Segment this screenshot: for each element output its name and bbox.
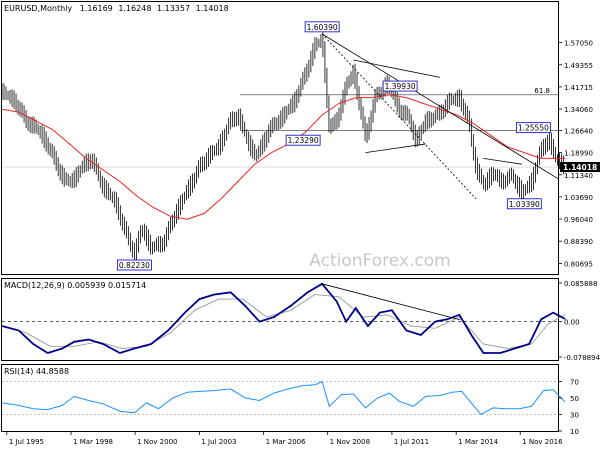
x-axis-tick-label: 1 Jul 2011 — [394, 438, 429, 446]
price-level-box — [515, 122, 551, 134]
price-y-tick-label: 1.03690 — [564, 194, 593, 202]
price-level-label: 1.25550 — [518, 124, 549, 133]
price-level-box — [506, 198, 542, 210]
x-axis-tick-label: 1 Nov 2016 — [522, 438, 563, 446]
macd-line — [1, 282, 566, 354]
watermark: ActionForex.com — [309, 251, 450, 271]
macd-y-tick-label: -0.078894 — [564, 354, 600, 362]
price-y-tick-label: 1.49355 — [564, 62, 593, 70]
fib-level-label: 61.8 — [534, 87, 550, 95]
x-axis-tick-label: 1 Mar 2006 — [266, 438, 306, 446]
price-trendline — [353, 59, 441, 78]
price-y-tick-label: 1.41715 — [564, 84, 593, 92]
price-y-tick-label: 1.11340 — [564, 172, 593, 180]
price-high: 1.16248 — [118, 4, 151, 13]
last-price-tag-box — [560, 162, 600, 173]
price-level-label: 0.82230 — [119, 261, 150, 270]
rsi-panel-title: RSI(14) 44.8588 — [4, 367, 69, 376]
price-trendline — [321, 33, 559, 179]
price-level-label: 1.39930 — [385, 82, 416, 91]
price-level-box — [382, 80, 418, 92]
last-price-tag: 1.14018 — [563, 163, 597, 172]
macd-trendline — [322, 283, 461, 321]
price-y-tick-label: 1.18990 — [564, 150, 593, 158]
x-axis-tick-label: 1 Nov 2000 — [137, 438, 177, 446]
price-y-tick-label: 0.80695 — [564, 260, 593, 268]
price-y-tick-label: 1.26640 — [564, 128, 593, 136]
x-axis-tick-label: 1 Jul 1995 — [9, 438, 44, 446]
price-level-box — [304, 21, 340, 33]
price-level-box — [116, 259, 152, 271]
price-y-tick-label: 0.88390 — [564, 238, 593, 246]
macd-panel-frame — [1, 278, 559, 361]
rsi-y-tick-label: 50 — [570, 395, 579, 403]
macd-y-tick-label: 0.085888 — [564, 280, 597, 288]
x-axis-tick-label: 1 Mar 2014 — [458, 438, 498, 446]
macd-y-tick-label: 0.00 — [564, 319, 580, 327]
rsi-panel-frame — [1, 364, 559, 432]
price-level-label: 1.23290 — [288, 136, 319, 145]
price-low: 1.13357 — [157, 4, 190, 13]
macd-panel-title: MACD(12,26,9) 0.005939 0.015714 — [4, 281, 146, 290]
price-trendline — [483, 158, 522, 165]
price-level-box — [285, 134, 321, 146]
x-axis-tick-label: 1 Jul 2003 — [201, 438, 236, 446]
price-y-tick-label: 1.34060 — [564, 106, 593, 114]
price-level-label: 1.60390 — [307, 23, 338, 32]
price-trendline — [321, 33, 477, 200]
rsi-y-tick-label: 70 — [570, 379, 579, 387]
price-close: 1.14018 — [196, 4, 229, 13]
price-y-tick-label: 1.57050 — [564, 40, 593, 48]
price-panel-title: EURUSD,Monthly 1.16169 1.16248 1.13357 1… — [4, 4, 229, 13]
x-axis-tick-label: 1 Mar 1998 — [73, 438, 113, 446]
price-open: 1.16169 — [80, 4, 113, 13]
price-panel-symbol: EURUSD,Monthly — [4, 4, 72, 13]
x-axis-tick-label: 1 Nov 2008 — [330, 438, 370, 446]
rsi-line — [1, 380, 566, 416]
price-panel-frame — [1, 1, 559, 275]
price-y-tick-label: 0.96040 — [564, 216, 593, 224]
rsi-y-tick-label: 30 — [570, 412, 579, 420]
price-level-label: 1.03390 — [509, 200, 540, 209]
rsi-y-tick-label: 10 — [570, 428, 579, 436]
price-trendline — [365, 143, 426, 154]
